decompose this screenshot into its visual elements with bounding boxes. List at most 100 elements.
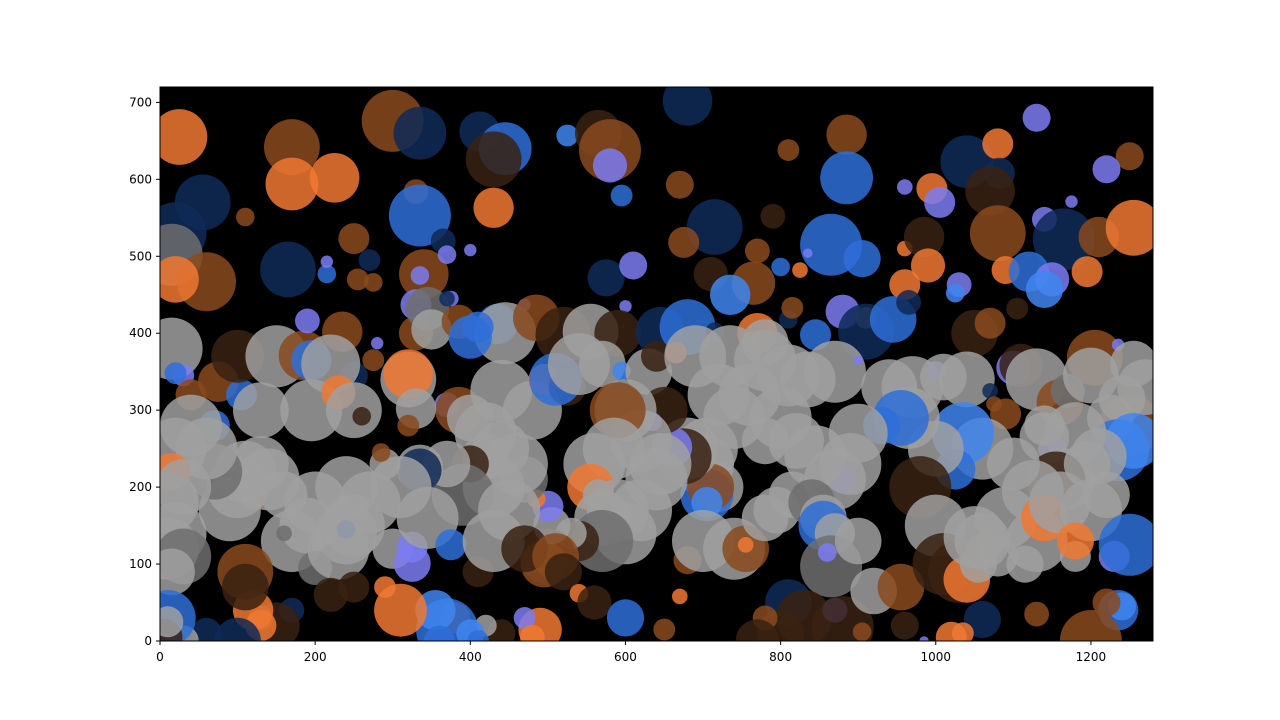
x-tick-label: 200 (304, 650, 327, 664)
bubble-point-52 (364, 273, 383, 292)
bubble-point-179 (1098, 375, 1146, 422)
bubble-point-32 (820, 151, 873, 205)
bubble-point-298 (577, 585, 612, 620)
bubble-point-358 (735, 619, 780, 641)
bubble-point-8 (465, 131, 522, 188)
x-tick-label: 600 (614, 650, 637, 664)
bubble-point-17 (1115, 142, 1144, 171)
bubble-point-299 (606, 599, 645, 637)
bubble-point-57 (437, 245, 457, 264)
bubble-point-164 (803, 340, 866, 403)
bubble-point-306 (737, 537, 754, 553)
x-tick-label: 1200 (1076, 650, 1107, 664)
bubble-point-14 (777, 139, 800, 162)
bubble-point-264 (276, 525, 292, 542)
bubble-point-49 (338, 223, 370, 255)
bubble-point-290 (435, 529, 467, 561)
bubble-point-64 (745, 238, 770, 264)
bubble-point-131 (326, 382, 382, 439)
bubble-point-369 (467, 630, 489, 641)
bubble-point-139 (439, 290, 455, 307)
bubble-point-171 (982, 383, 998, 399)
bubble-point-48 (260, 241, 316, 298)
bubble-point-2 (265, 157, 319, 211)
bubble-point-41 (1105, 199, 1153, 256)
bubble-point-134 (383, 349, 434, 399)
bubble-point-104 (974, 307, 1006, 339)
bubble-point-288 (393, 544, 431, 582)
bubble-point-82 (619, 300, 632, 313)
y-tick-label: 300 (129, 403, 152, 417)
bubble-point-97 (800, 319, 831, 351)
bubble-point-381 (214, 617, 261, 641)
bubble-point-24 (236, 207, 255, 227)
bubble-point-300 (653, 618, 676, 641)
bubble-point-170 (938, 351, 995, 408)
bubble-point-361 (520, 624, 545, 641)
y-tick-label: 600 (129, 172, 152, 186)
bubble-point-283 (160, 548, 195, 596)
bubble-point-50 (358, 249, 381, 271)
bubble-point-47 (160, 256, 199, 303)
x-tick-label: 1000 (921, 650, 952, 664)
bubble-point-68 (843, 240, 881, 278)
bubble-point-351 (919, 636, 929, 641)
bubble-point-29 (665, 170, 694, 199)
bubble-point-323 (877, 563, 925, 611)
bubble-point-28 (610, 184, 633, 207)
bubble-point-126 (362, 349, 385, 372)
y-tick-label: 200 (129, 480, 152, 494)
x-tick-label: 0 (156, 650, 164, 664)
bubble-point-143 (448, 315, 492, 359)
bubble-point-321 (852, 622, 872, 641)
bubble-point-114 (164, 362, 187, 385)
y-axis: 0 100 200 300 400 500 600 700 (129, 95, 160, 648)
bubble-point-342 (1098, 513, 1153, 576)
bubble-point-140 (411, 309, 452, 350)
bubble-point-62 (668, 226, 700, 258)
bubble-point-9 (556, 124, 579, 147)
bubble-point-36 (965, 166, 1015, 216)
bubble-point-78 (945, 283, 965, 303)
bubble-point-71 (910, 248, 946, 283)
bubble-point-105 (1006, 297, 1029, 320)
bubble-point-386 (160, 606, 184, 638)
bubble-point-1 (264, 119, 320, 175)
bubble-point-20 (982, 128, 1014, 160)
bubble-point-301 (672, 588, 688, 605)
bubble-point-157 (641, 340, 672, 372)
bubble-point-81 (710, 274, 751, 315)
bubble-point-77 (1025, 270, 1063, 308)
plot-frame (159, 86, 1154, 642)
bubble-point-58 (464, 243, 477, 257)
bubble-point-316 (817, 543, 837, 562)
bubble-point-165 (853, 355, 863, 365)
y-tick-label: 100 (129, 557, 152, 571)
bubble-point-35 (924, 186, 956, 218)
y-tick-label: 700 (129, 95, 152, 109)
bubble-point-13 (662, 87, 713, 126)
bubble-point-208 (687, 363, 750, 426)
bubble-point-346 (1059, 610, 1122, 641)
bubble-point-16 (1022, 103, 1051, 132)
bubble-point-96 (781, 296, 804, 319)
bubble-point-76 (1071, 256, 1103, 288)
y-tick-label: 0 (144, 634, 152, 648)
bubble-point-51 (346, 268, 369, 291)
bubble-point-102 (896, 290, 921, 315)
y-tick-label: 400 (129, 326, 152, 340)
bubble-point-353 (1056, 522, 1094, 560)
bubble-point-147 (397, 414, 420, 437)
bubble-point-355 (1024, 405, 1065, 446)
bubble-point-354 (1063, 440, 1111, 488)
bubble-point-360 (513, 607, 536, 629)
bubble-point-379 (222, 563, 269, 611)
bubble-point-350 (952, 622, 974, 641)
bubble-point-59 (410, 266, 430, 285)
bubble-point-324 (890, 611, 919, 640)
bubble-point-42 (1065, 195, 1078, 208)
bubble-point-65 (771, 257, 790, 277)
bubble-point-367 (423, 625, 455, 641)
bubble-point-26 (388, 184, 451, 247)
